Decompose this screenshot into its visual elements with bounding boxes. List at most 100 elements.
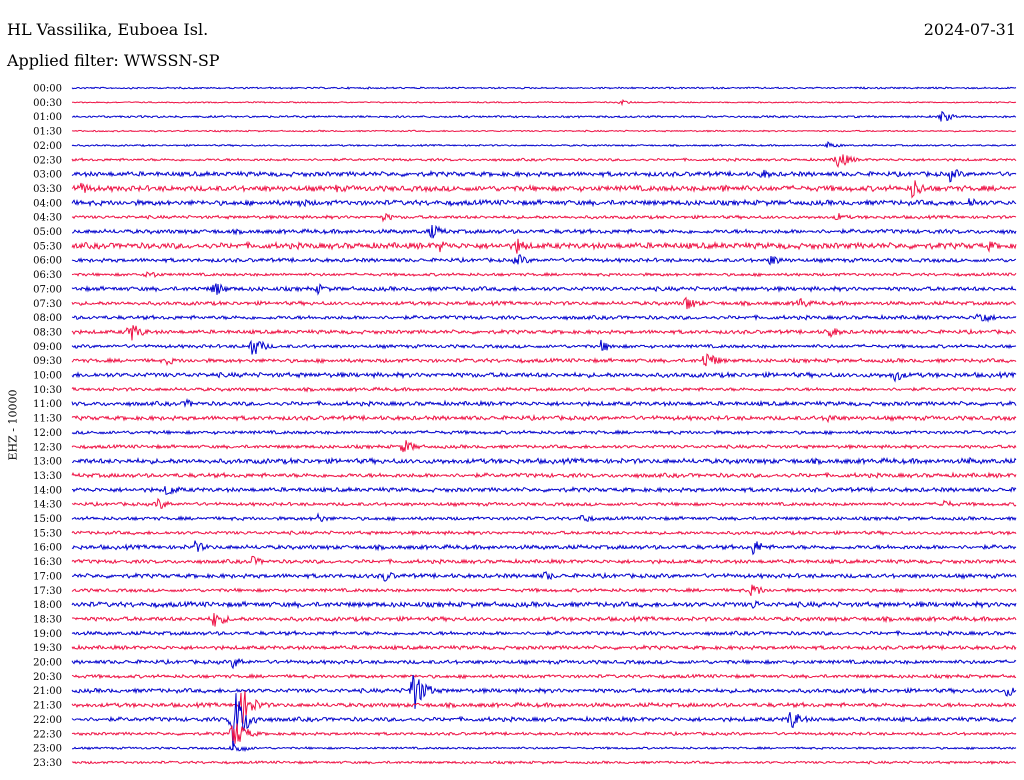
time-tick-label: 22:00 xyxy=(33,715,62,726)
seismic-trace xyxy=(71,370,1017,383)
seismic-trace xyxy=(71,169,1017,183)
time-tick-label: 07:00 xyxy=(33,284,62,295)
seismic-trace xyxy=(71,471,1017,479)
time-tick-label: 06:30 xyxy=(33,270,62,281)
time-tick-label: 19:30 xyxy=(33,643,62,654)
seismic-trace xyxy=(71,584,1017,596)
seismic-trace xyxy=(71,658,1017,670)
time-tick-label: 06:00 xyxy=(33,256,62,267)
time-tick-label: 01:30 xyxy=(33,127,62,138)
seismic-trace xyxy=(71,238,1017,254)
seismic-trace xyxy=(71,497,1017,509)
time-tick-label: 11:00 xyxy=(33,399,62,410)
seismic-trace xyxy=(71,397,1017,408)
time-tick-label: 03:00 xyxy=(33,170,62,181)
time-tick-label: 02:30 xyxy=(33,155,62,166)
seismic-trace xyxy=(71,154,1017,168)
seismic-trace xyxy=(71,296,1017,310)
time-tick-label: 18:30 xyxy=(33,614,62,625)
time-tick-label: 23:00 xyxy=(33,744,62,755)
time-tick-label: 11:30 xyxy=(33,414,62,425)
seismic-trace xyxy=(71,643,1017,652)
seismic-trace xyxy=(71,386,1017,393)
time-tick-label: 08:30 xyxy=(33,327,62,338)
time-tick-label: 20:00 xyxy=(33,658,62,669)
seismic-trace xyxy=(71,440,1017,453)
time-tick-label: 15:30 xyxy=(33,528,62,539)
seismic-trace xyxy=(71,529,1017,537)
time-tick-label: 23:30 xyxy=(33,758,62,769)
time-tick-label: 10:00 xyxy=(33,371,62,382)
seismic-trace xyxy=(71,540,1017,556)
seismic-trace xyxy=(71,180,1017,199)
seismic-trace xyxy=(71,110,1017,122)
time-tick-label: 16:30 xyxy=(33,557,62,568)
time-tick-label: 00:30 xyxy=(33,98,62,109)
seismic-trace xyxy=(71,197,1017,208)
seismic-trace xyxy=(71,674,1017,709)
time-tick-label: 03:30 xyxy=(33,184,62,195)
seismic-trace xyxy=(71,339,1017,355)
seismic-trace xyxy=(71,413,1017,424)
seismic-trace xyxy=(71,271,1017,279)
seismic-trace xyxy=(71,429,1017,436)
seismic-trace xyxy=(71,283,1017,296)
seismic-trace xyxy=(71,613,1017,627)
seismic-trace xyxy=(71,212,1017,223)
seismic-trace xyxy=(72,224,1017,239)
seismic-trace xyxy=(71,693,1017,750)
time-tick-label: 21:30 xyxy=(33,701,62,712)
time-tick-label: 09:00 xyxy=(33,342,62,353)
time-tick-label: 15:00 xyxy=(33,514,62,525)
time-tick-label: 14:00 xyxy=(33,485,62,496)
seismic-trace xyxy=(71,325,1017,341)
time-tick-label: 14:30 xyxy=(33,500,62,511)
time-tick-label: 17:30 xyxy=(33,586,62,597)
time-tick-label: 10:30 xyxy=(33,385,62,396)
time-tick-label: 01:00 xyxy=(33,112,62,123)
time-tick-label: 17:00 xyxy=(33,571,62,582)
seismic-trace xyxy=(71,742,1017,753)
seismic-trace xyxy=(71,485,1017,495)
seismic-trace xyxy=(71,690,1017,725)
seismic-trace xyxy=(71,599,1017,610)
seismic-trace xyxy=(71,86,1017,90)
time-tick-label: 13:00 xyxy=(33,457,62,468)
time-tick-label: 08:00 xyxy=(33,313,62,324)
seismic-trace xyxy=(72,99,1017,107)
time-tick-label: 13:30 xyxy=(33,471,62,482)
time-tick-label: 21:00 xyxy=(33,686,62,697)
date-label: 2024-07-31 xyxy=(923,20,1016,39)
time-tick-label: 19:00 xyxy=(33,629,62,640)
time-tick-label: 09:30 xyxy=(33,356,62,367)
time-tick-label: 20:30 xyxy=(33,672,62,683)
seismic-trace xyxy=(71,129,1017,133)
seismic-trace xyxy=(71,313,1017,323)
time-tick-label: 12:30 xyxy=(33,442,62,453)
time-tick-label: 00:00 xyxy=(33,84,62,95)
time-tick-label: 04:00 xyxy=(33,198,62,209)
station-title: HL Vassilika, Euboea Isl. xyxy=(7,20,209,39)
seismic-trace xyxy=(71,456,1017,466)
seismic-trace xyxy=(71,512,1017,523)
seismic-trace xyxy=(71,555,1017,566)
time-tick-label: 22:30 xyxy=(33,729,62,740)
time-tick-label: 04:30 xyxy=(33,213,62,224)
seismic-trace xyxy=(71,141,1017,148)
time-tick-label: 05:00 xyxy=(33,227,62,238)
seismic-trace xyxy=(71,629,1017,637)
seismic-trace xyxy=(71,571,1017,582)
time-tick-label: 18:00 xyxy=(33,600,62,611)
seismic-trace xyxy=(71,760,1016,765)
filter-label: Applied filter: WWSSN-SP xyxy=(7,51,220,70)
time-tick-label: 07:30 xyxy=(33,299,62,310)
time-tick-label: 12:00 xyxy=(33,428,62,439)
time-tick-label: 05:30 xyxy=(33,241,62,252)
time-tick-label: 02:00 xyxy=(33,141,62,152)
seismic-trace xyxy=(71,254,1017,266)
seismic-trace xyxy=(71,353,1017,367)
seismic-trace xyxy=(71,723,1017,744)
seismic-trace xyxy=(71,673,1017,680)
time-tick-label: 16:00 xyxy=(33,543,62,554)
